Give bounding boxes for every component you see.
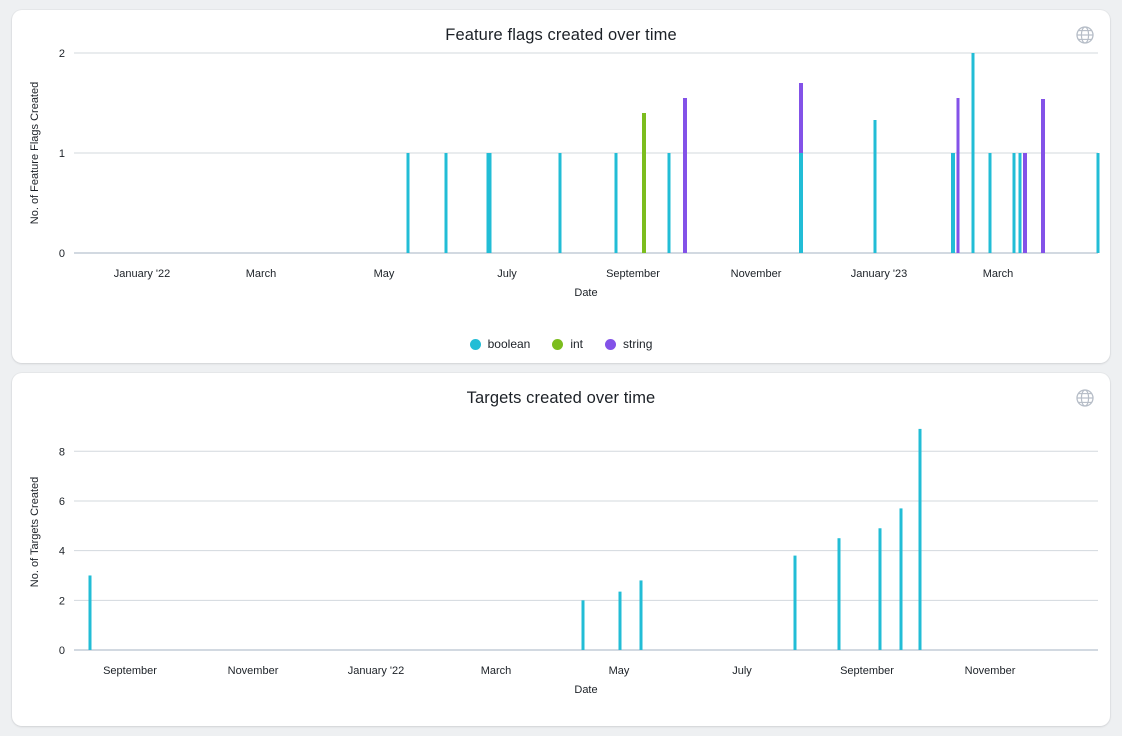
y-axis-title: No. of Feature Flags Created — [29, 82, 41, 224]
y-tick-label: 0 — [59, 248, 65, 260]
feature-flags-plot-area[interactable]: 0 1 2 No. of Feature Flags Created January '… — [12, 45, 1110, 335]
bar-segment[interactable] — [667, 153, 671, 253]
x-tick-label: January '22 — [348, 665, 405, 677]
bar-segment[interactable] — [486, 153, 492, 253]
legend-item-int[interactable]: int — [552, 337, 583, 351]
bar-segment[interactable] — [799, 153, 803, 253]
bar-segment[interactable] — [878, 528, 882, 650]
legend-swatch-boolean — [469, 338, 481, 350]
bar-segment[interactable] — [444, 153, 448, 253]
globe-icon[interactable] — [1074, 24, 1096, 46]
x-tick-label: November — [965, 665, 1016, 677]
bar-segment[interactable] — [406, 153, 410, 253]
y-tick-label: 8 — [59, 446, 65, 458]
y-tick-label: 6 — [59, 496, 65, 508]
bar-segment[interactable] — [639, 580, 643, 650]
legend-swatch-string — [605, 338, 617, 350]
bar-segment[interactable] — [971, 53, 975, 253]
legend-item-boolean[interactable]: boolean — [469, 337, 531, 351]
x-tick-label: September — [840, 665, 894, 677]
bar-segment[interactable] — [683, 98, 687, 253]
bar-segment[interactable] — [837, 538, 841, 650]
x-tick-label: March — [481, 665, 512, 677]
bar-segment[interactable] — [618, 591, 622, 650]
feature-flags-svg[interactable]: 0 1 2 No. of Feature Flags Created January '… — [12, 45, 1110, 335]
bar-segment[interactable] — [558, 153, 562, 253]
targets-svg[interactable]: 0 2 4 6 8 No. of Targets Created September Nove… — [12, 408, 1110, 726]
targets-plot-area[interactable]: 0 2 4 6 8 No. of Targets Created September Nove… — [12, 408, 1110, 726]
bar-segment[interactable] — [1023, 153, 1027, 253]
legend-label-int: int — [570, 337, 584, 351]
x-tick-label: January '22 — [114, 268, 171, 280]
bar-segment[interactable] — [988, 153, 992, 253]
x-tick-label: May — [374, 268, 395, 280]
globe-icon[interactable] — [1074, 387, 1096, 409]
y-tick-label: 2 — [59, 595, 65, 607]
bar-segment[interactable] — [1012, 153, 1016, 253]
page-title-targets: Targets created over time — [466, 389, 656, 407]
page-title-feature-flags: Feature flags created over time — [445, 26, 677, 44]
bar-segment[interactable] — [873, 120, 877, 253]
y-tick-label: 0 — [59, 645, 65, 657]
bar-segment[interactable] — [614, 153, 618, 253]
x-tick-label: January '23 — [851, 268, 908, 280]
bar-segment[interactable] — [88, 575, 92, 650]
x-tick-label: March — [983, 268, 1014, 280]
bar-segment[interactable] — [1018, 153, 1022, 253]
x-axis-title: Date — [574, 287, 597, 299]
bar-segment[interactable] — [799, 83, 803, 153]
legend-swatch-int — [552, 338, 564, 350]
y-tick-label: 1 — [59, 148, 65, 160]
x-tick-label: May — [609, 665, 630, 677]
y-tick-label: 4 — [59, 546, 65, 558]
x-tick-label: September — [606, 268, 660, 280]
feature-flags-chart-card: Feature flags created over time 0 1 2 No. o… — [12, 10, 1110, 363]
x-tick-label: September — [103, 665, 157, 677]
x-tick-label: March — [246, 268, 277, 280]
bar-segment[interactable] — [642, 113, 646, 253]
legend-item-string[interactable]: string — [605, 337, 652, 351]
x-tick-label: November — [228, 665, 279, 677]
feature-flags-legend: boolean int string — [12, 337, 1110, 351]
targets-chart-card: Targets created over time 0 2 4 6 8 No. of Ta… — [12, 373, 1110, 726]
y-tick-label: 2 — [59, 48, 65, 60]
y-axis-title: No. of Targets Created — [29, 477, 41, 587]
bar-segment[interactable] — [581, 600, 585, 650]
legend-label-boolean: boolean — [487, 337, 531, 351]
x-tick-label: July — [732, 665, 752, 677]
legend-label-string: string — [623, 337, 653, 351]
bar-segment[interactable] — [899, 508, 903, 650]
bar-segment[interactable] — [793, 555, 797, 650]
bar-segment[interactable] — [918, 428, 922, 650]
bar-segment[interactable] — [1041, 99, 1045, 253]
x-tick-label: November — [731, 268, 782, 280]
x-tick-label: July — [497, 268, 517, 280]
x-axis-title: Date — [574, 684, 597, 696]
bar-segment[interactable] — [956, 98, 960, 253]
bar-segment[interactable] — [1096, 153, 1100, 253]
bar-segment[interactable] — [951, 153, 955, 253]
